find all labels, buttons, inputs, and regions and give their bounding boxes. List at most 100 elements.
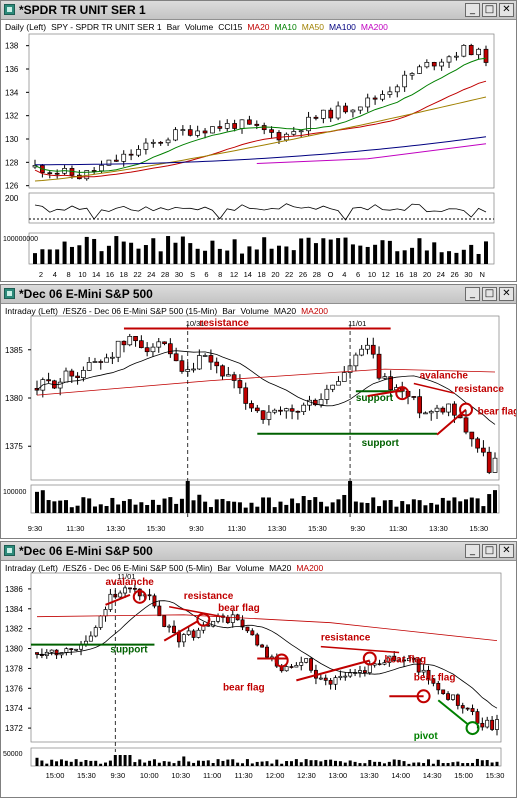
volume-bar — [151, 238, 156, 264]
candle-body — [486, 451, 492, 473]
minimize-button[interactable]: _ — [465, 287, 480, 301]
candle-body — [64, 648, 69, 653]
price-axis-label: 1375 — [5, 442, 23, 451]
volume-bar — [92, 506, 97, 513]
candle-body — [214, 361, 220, 367]
volume-bar — [495, 761, 499, 766]
candle-body — [191, 630, 196, 638]
price-pane — [30, 315, 500, 481]
annotation-label: support — [356, 393, 394, 404]
volume-bar — [226, 501, 231, 513]
price-axis-label: 1385 — [5, 346, 23, 355]
candle-body — [320, 109, 326, 119]
price-axis-label: 130 — [5, 135, 19, 144]
volume-bar — [167, 761, 171, 766]
maximize-button[interactable]: □ — [482, 287, 497, 301]
volume-bar — [173, 242, 178, 264]
candle-body — [46, 379, 51, 382]
maximize-button[interactable]: □ — [482, 544, 497, 558]
minimize-button[interactable]: _ — [465, 544, 480, 558]
time-axis-label: S — [190, 270, 195, 279]
volume-bar — [319, 761, 323, 766]
volume-bar — [99, 763, 103, 766]
title-bar[interactable]: *Dec 06 E-Mini S&P 500 _ □ ✕ — [1, 285, 516, 304]
annotation-label: bear flag — [218, 603, 260, 614]
volume-bar — [394, 506, 399, 513]
volume-bar — [466, 763, 470, 766]
maximize-button[interactable]: □ — [482, 3, 497, 17]
close-button[interactable]: ✕ — [499, 544, 514, 558]
volume-bar — [422, 763, 426, 766]
price-pane — [30, 572, 502, 743]
volume-bar — [290, 498, 295, 513]
candle-body — [34, 388, 40, 391]
volume-bar — [373, 761, 377, 766]
candle-body — [63, 370, 69, 383]
volume-bar — [269, 248, 274, 264]
candle-body — [441, 689, 446, 694]
volume-bar — [33, 253, 37, 264]
candle-body — [239, 119, 245, 129]
volume-bar — [365, 502, 370, 513]
volume-bar — [84, 760, 88, 766]
volume-bar — [179, 498, 184, 513]
volume-bar — [380, 240, 385, 264]
candle-body — [452, 403, 457, 416]
candle-body — [455, 694, 460, 706]
candle-body — [245, 626, 250, 632]
candle-body — [132, 587, 137, 590]
volume-bar — [343, 237, 348, 264]
date-mark: 11/01 — [348, 319, 366, 328]
volume-bar — [387, 761, 391, 766]
chart-legend: Daily (Left) SPY - SPDR TR UNIT SER 1 Bar V… — [5, 22, 388, 32]
volume-bar — [106, 245, 111, 264]
time-axis-label: 15:30 — [308, 524, 327, 533]
annotation-label: bear flag — [223, 682, 265, 693]
volume-bar — [211, 762, 215, 766]
volume-bar — [295, 503, 300, 513]
chart-app-icon — [4, 288, 15, 299]
volume-bar — [69, 246, 74, 264]
legend-item: Volume — [240, 306, 269, 316]
annotation-label: resistance — [199, 318, 249, 329]
candle-body — [98, 615, 103, 628]
price-chart[interactable]: 1386 1384 1382 1380 1378 1376 1374 1372 11/01ava… — [1, 542, 517, 798]
volume-bar — [309, 760, 313, 766]
volume-bar — [216, 759, 220, 766]
volume-bar — [270, 763, 274, 766]
volume-bar — [182, 756, 186, 766]
legend-item: SPY - SPDR TR UNIT SER 1 — [51, 22, 162, 32]
volume-bar — [336, 499, 341, 513]
candle-body — [49, 649, 54, 653]
candle-body — [103, 609, 108, 617]
volume-bar — [417, 500, 422, 513]
legend-item: Bar — [166, 22, 180, 32]
volume-bar — [284, 504, 289, 513]
volume-bar — [50, 759, 54, 766]
minimize-button[interactable]: _ — [465, 3, 480, 17]
candle-body — [254, 407, 260, 412]
annotation-label: pivot — [414, 731, 439, 742]
volume-bar — [158, 251, 163, 264]
candle-body — [106, 159, 112, 166]
title-bar[interactable]: *SPDR TR UNIT SER 1 _ □ ✕ — [1, 1, 516, 20]
annotation-line — [437, 699, 469, 725]
candle-body — [232, 123, 237, 129]
price-chart[interactable]: 1385 1380 1375 10/31 11/01 resistance support s… — [1, 285, 517, 539]
candle-body — [382, 376, 388, 379]
candle-body — [417, 66, 422, 74]
volume-bar — [203, 250, 208, 264]
candle-body — [333, 677, 338, 685]
volume-bar — [172, 763, 176, 766]
volume-bar — [378, 761, 382, 766]
chart-app-icon — [4, 545, 15, 556]
title-bar[interactable]: *Dec 06 E-Mini S&P 500 _ □ ✕ — [1, 542, 516, 561]
candle-body — [81, 370, 86, 378]
close-button[interactable]: ✕ — [499, 3, 514, 17]
legend-item: Intraday (Left) — [5, 306, 58, 316]
ma20-line — [36, 600, 498, 709]
close-button[interactable]: ✕ — [499, 287, 514, 301]
time-axis-label: 4 — [53, 270, 57, 279]
volume-bar — [458, 501, 463, 513]
